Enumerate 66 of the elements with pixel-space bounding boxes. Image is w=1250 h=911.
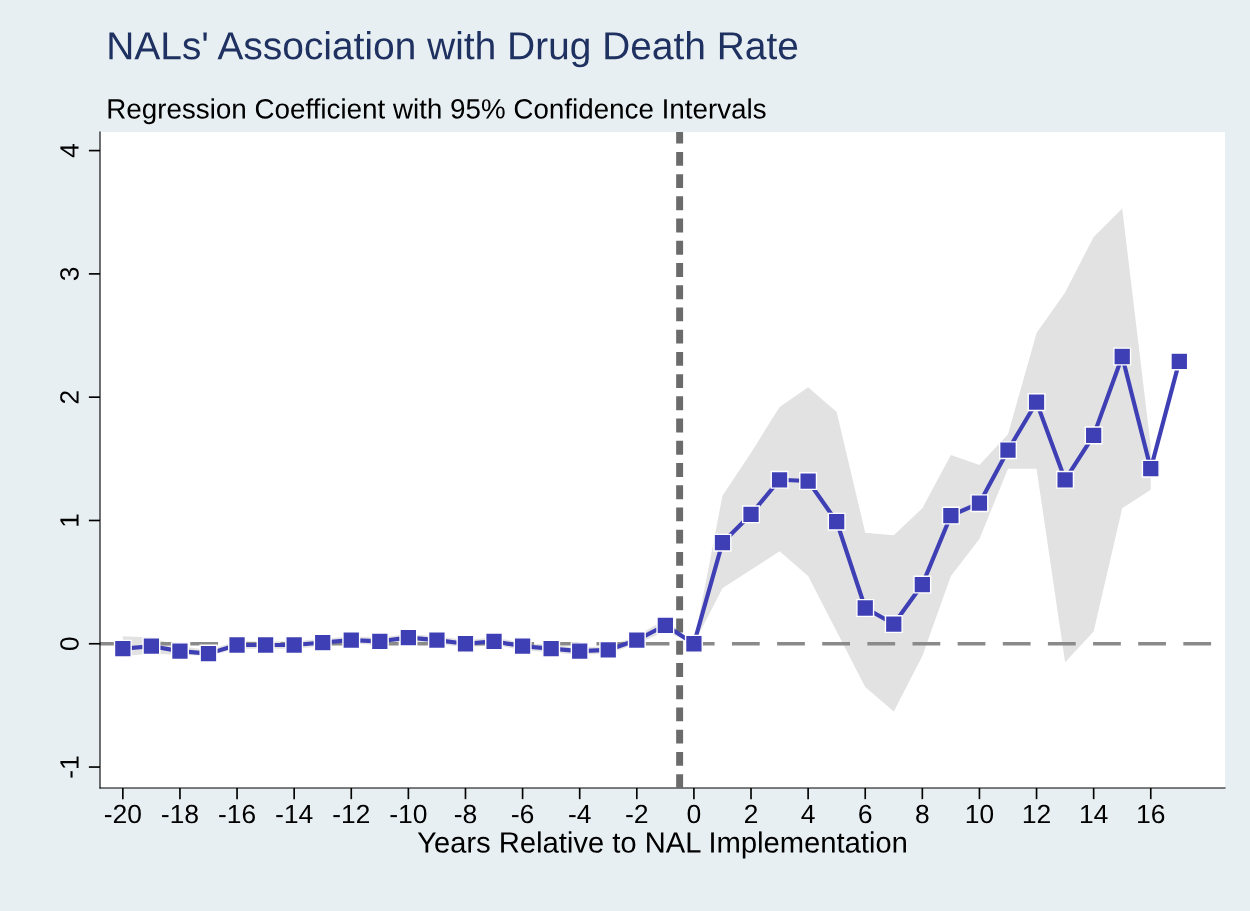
point	[941, 506, 960, 525]
point	[570, 642, 589, 661]
point	[285, 635, 304, 655]
point	[427, 631, 446, 650]
point	[770, 470, 789, 489]
y-tick-label: 4	[60, 144, 79, 158]
point	[485, 632, 504, 651]
x-tick-label: -10	[390, 804, 427, 824]
y-tick-label: 1	[60, 514, 79, 526]
x-tick-label: -8	[454, 804, 477, 824]
x-tick-label: 2	[745, 804, 758, 824]
point	[1113, 347, 1132, 366]
y-tick-label: 3	[60, 267, 79, 281]
x-tick-label: 4	[801, 804, 815, 824]
point	[142, 637, 161, 656]
x-tick-label: -14	[276, 804, 313, 824]
point	[1056, 470, 1075, 489]
x-axis-title: Years Relative to NAL Implementation	[417, 831, 906, 859]
point	[256, 635, 275, 655]
point	[542, 639, 561, 658]
point	[684, 634, 703, 653]
point	[170, 642, 189, 661]
chart-title: NALs' Association with Drug Death Rate	[109, 31, 798, 68]
point	[1170, 352, 1189, 371]
point	[998, 441, 1018, 460]
x-tick-label: -12	[333, 804, 370, 824]
point	[627, 631, 646, 650]
point	[741, 505, 761, 524]
point	[970, 494, 989, 513]
point	[342, 631, 361, 650]
point	[199, 644, 218, 663]
y-tick-label: 2	[60, 391, 79, 404]
point	[1084, 426, 1103, 445]
point	[1027, 393, 1046, 412]
y-tick-label: 0	[60, 637, 79, 651]
x-tick-label: 6	[859, 804, 872, 824]
x-tick-label: 10	[966, 804, 994, 824]
point	[113, 639, 132, 658]
chart-subtitle: Regression Coefficient with 95% Confidence Intervals	[108, 98, 766, 125]
point	[913, 575, 932, 594]
x-tick-label: 12	[1023, 804, 1050, 824]
point	[370, 632, 389, 651]
x-tick-label: -18	[162, 804, 198, 824]
point	[228, 635, 247, 655]
y-tick-label: -1	[60, 756, 79, 778]
point	[884, 615, 903, 634]
point	[599, 640, 618, 659]
point	[313, 633, 332, 652]
x-tick-label: -2	[626, 804, 648, 824]
point	[713, 533, 732, 552]
point	[513, 637, 532, 656]
x-tick-label: 0	[687, 804, 701, 824]
x-tick-label: 16	[1138, 804, 1165, 824]
x-tick-label: 8	[916, 804, 929, 824]
point	[456, 634, 475, 653]
x-tick-label: 14	[1080, 804, 1108, 824]
x-tick-label: -4	[569, 804, 591, 824]
x-tick-label: -16	[219, 804, 255, 824]
point	[399, 628, 418, 647]
point	[1141, 459, 1160, 478]
x-tick-label: -20	[104, 804, 141, 824]
point	[656, 616, 675, 635]
point	[799, 471, 818, 491]
point	[856, 598, 875, 618]
x-tick-label: -6	[512, 804, 534, 824]
point	[827, 512, 846, 531]
